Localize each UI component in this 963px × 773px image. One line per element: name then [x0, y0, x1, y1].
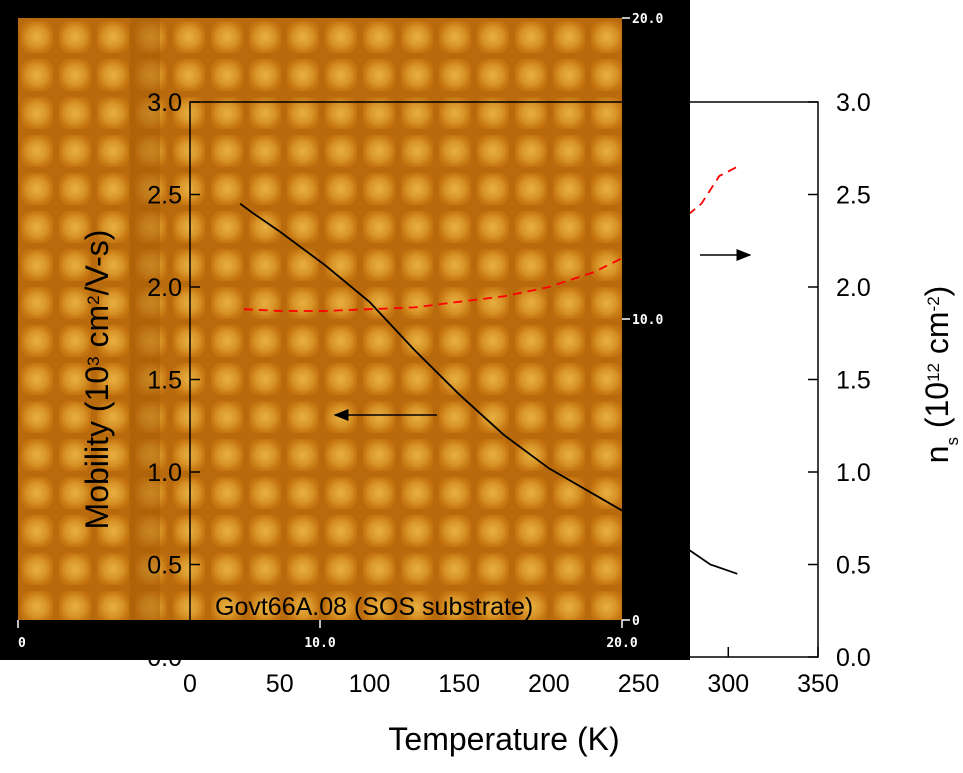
y-tick-label: 0.5	[147, 552, 182, 580]
y-label: Mobility (103 cm2/V-s)	[79, 230, 115, 530]
y2-tick-label: 3.0	[836, 89, 871, 117]
y2-tick-label: 2.5	[836, 182, 871, 210]
y-tick-label: 2.5	[147, 182, 182, 210]
x-tick-label: 250	[618, 670, 660, 698]
y2-tick-label: 2.0	[836, 274, 871, 302]
y-tick-label: 1.0	[147, 459, 182, 487]
afm-image	[18, 18, 622, 620]
x-tick-label: 100	[349, 670, 391, 698]
annotation: Govt66A.08 (SOS substrate)	[215, 593, 533, 621]
y-tick-label: 3.0	[147, 89, 182, 117]
label-part: -2	[924, 296, 943, 311]
x-tick-label: 0	[183, 670, 197, 698]
label-part: cm	[79, 305, 115, 357]
label-part: 12	[924, 363, 943, 382]
afm-tick-label: 20.0	[632, 12, 663, 27]
x-tick-label: 150	[438, 670, 480, 698]
afm-tick-label: 0	[632, 614, 640, 629]
x-tick-label: 350	[797, 670, 839, 698]
y2-tick-label: 0.5	[836, 552, 871, 580]
label-part: cm	[919, 311, 955, 363]
afm-tick-label: 20.0	[606, 636, 637, 651]
label-part: (10	[919, 382, 955, 437]
x-tick-label: 200	[528, 670, 570, 698]
label-part: 3	[84, 356, 103, 365]
y-tick-label: 2.0	[147, 274, 182, 302]
x-axis-label: Temperature (K)	[388, 721, 619, 757]
afm-tick-label: 10.0	[304, 636, 335, 651]
y2-tick-label: 1.0	[836, 459, 871, 487]
x-tick-label: 300	[707, 670, 749, 698]
afm-tick-label: 10.0	[632, 313, 663, 328]
label-part: )	[919, 286, 955, 297]
label-part: n	[919, 446, 955, 464]
afm-frame: 20.0 10.0 0 0 10.0 20.0	[0, 0, 690, 660]
y2-label: ns (1012 cm-2)	[919, 286, 962, 464]
y2-tick-label: 0.0	[836, 644, 871, 672]
label-part: /V-s)	[79, 230, 115, 296]
afm-streak	[130, 18, 160, 620]
label-part: s	[943, 437, 962, 446]
y-tick-label: 1.5	[147, 367, 182, 395]
x-tick-label: 50	[266, 670, 294, 698]
afm-tick-label: 0	[18, 636, 26, 651]
label-part: 2	[84, 295, 103, 304]
y2-tick-label: 1.5	[836, 367, 871, 395]
label-part: Mobility (10	[79, 366, 115, 530]
